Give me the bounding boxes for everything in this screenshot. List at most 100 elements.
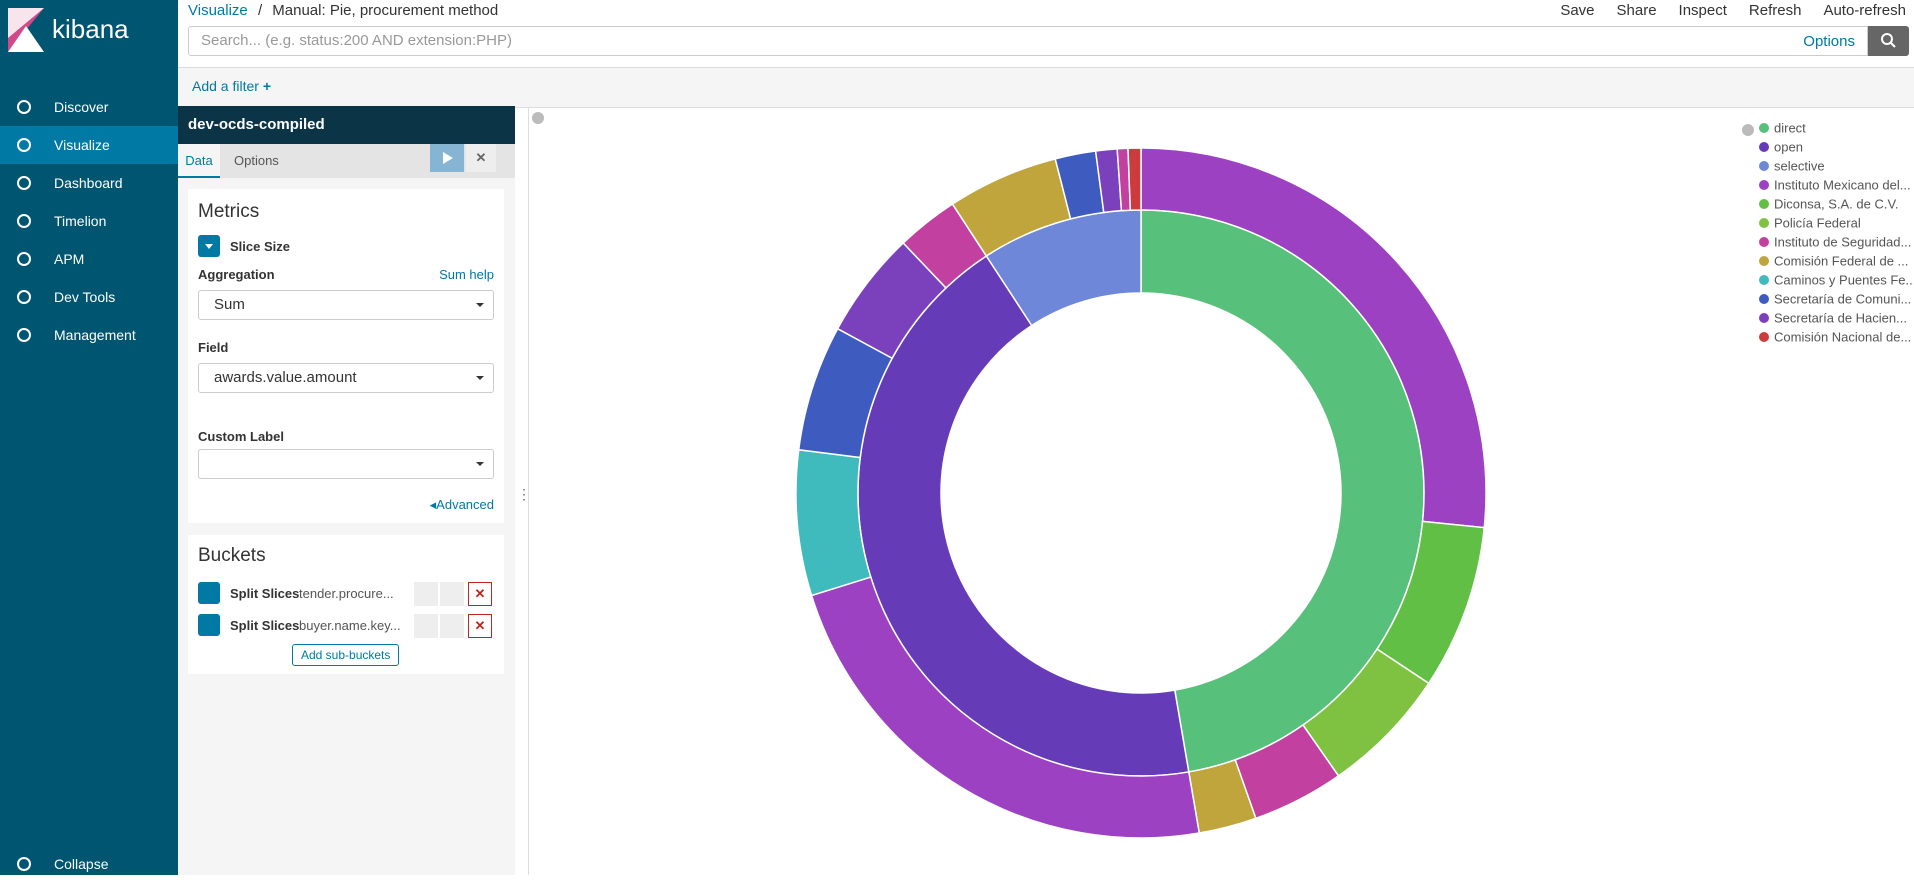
field-select[interactable]: awards.value.amount: [198, 363, 494, 393]
move-button[interactable]: [440, 614, 464, 638]
tab[interactable]: Options: [234, 153, 279, 168]
toggle[interactable]: [198, 582, 220, 604]
legend-marker: [1759, 180, 1769, 190]
nav-item[interactable]: Timelion: [0, 202, 178, 240]
chart: direct open selective Instituto Mexicano de…: [532, 112, 1914, 839]
nav-item[interactable]: Dev Tools: [0, 278, 178, 316]
menu-item[interactable]: Auto-refresh: [1823, 2, 1906, 19]
field-label: Field: [198, 340, 229, 355]
nav-item[interactable]: APM: [0, 240, 178, 278]
legend-label[interactable]: Instituto Mexicano del...: [1774, 178, 1911, 193]
toggle[interactable]: [198, 614, 220, 636]
logo-icon: [8, 8, 44, 52]
search-options[interactable]: Options: [1803, 33, 1855, 50]
editor-tabs: Data Options ✕: [178, 144, 515, 178]
apply-button[interactable]: [430, 144, 464, 172]
nav-icon: [17, 290, 31, 304]
menu-item[interactable]: Save: [1560, 2, 1595, 19]
buckets-card: Buckets Add sub-buckets Split Slices tend…: [188, 535, 504, 674]
nav-label: Dashboard: [54, 175, 123, 191]
bucket-label: Split Slices: [230, 586, 300, 601]
legend-label[interactable]: Policía Federal: [1774, 216, 1861, 231]
legend-label[interactable]: Instituto de Seguridad...: [1774, 235, 1911, 250]
tab[interactable]: Data: [178, 144, 220, 178]
add-sub-buckets[interactable]: Add sub-buckets: [292, 644, 400, 666]
pie-slice[interactable]: [1127, 147, 1142, 211]
legend-marker: [1759, 237, 1769, 247]
legend-label[interactable]: Caminos y Puentes Fe...: [1774, 273, 1914, 288]
breadcrumbs: Visualize / Manual: Pie, procurement met…: [188, 2, 498, 19]
legend-marker: [1759, 256, 1769, 266]
bucket-row: Split Slices buyer.name.key... ✕: [198, 614, 494, 638]
legend-marker: [1759, 199, 1769, 209]
metric-name: Slice Size: [230, 239, 290, 254]
toggle-button[interactable]: [414, 614, 438, 638]
move-button[interactable]: [440, 582, 464, 606]
legend-marker: [1759, 218, 1769, 228]
nav-label: APM: [54, 251, 85, 267]
nav-label: Visualize: [54, 137, 110, 153]
breadcrumb-separator: /: [257, 2, 263, 19]
field-label: Custom Label: [198, 429, 284, 444]
legend-marker: [1759, 123, 1769, 133]
legend-label[interactable]: Diconsa, S.A. de C.V.: [1774, 197, 1899, 212]
section-title: Buckets: [198, 545, 266, 566]
legend-marker: [1759, 313, 1769, 323]
help-link[interactable]: Sum help: [439, 267, 494, 282]
nav-label: Discover: [54, 99, 109, 115]
brand: kibana: [52, 14, 129, 44]
legend-label[interactable]: selective: [1774, 159, 1825, 174]
legend-marker: [1759, 332, 1769, 342]
remove-button[interactable]: ✕: [468, 582, 492, 606]
advanced-link[interactable]: ◂Advanced: [429, 497, 494, 512]
filter-bar: Add a filter +: [178, 67, 1914, 108]
add-filter[interactable]: Add a filter +: [192, 78, 272, 94]
custom-label-input[interactable]: [198, 449, 494, 479]
field-label: Aggregation: [198, 267, 275, 282]
legend-marker: [1759, 161, 1769, 171]
bucket-field: tender.procure...: [299, 586, 394, 601]
toggle-button[interactable]: [414, 582, 438, 606]
nav-item[interactable]: Management: [0, 316, 178, 354]
legend-marker: [1759, 275, 1769, 285]
legend-toggle[interactable]: [1742, 124, 1754, 136]
discard-button[interactable]: ✕: [466, 144, 496, 172]
resize-handle[interactable]: ⋮: [517, 486, 531, 502]
metrics-card: Metrics Slice Size Aggregation Sum help …: [188, 189, 504, 523]
remove-button[interactable]: ✕: [468, 614, 492, 638]
nav-icon: [17, 176, 31, 190]
search-placeholder: Search... (e.g. status:200 AND extension…: [201, 32, 512, 49]
legend-label[interactable]: Comisión Nacional de...: [1774, 330, 1911, 345]
top-menu: Save Share Inspect Refresh Auto-refresh: [1560, 2, 1906, 19]
search-button[interactable]: [1868, 26, 1909, 56]
nav-item[interactable]: Visualize: [0, 126, 178, 164]
nav-item[interactable]: Discover: [0, 88, 178, 126]
menu-item[interactable]: Inspect: [1678, 2, 1727, 19]
menu-item[interactable]: Share: [1616, 2, 1657, 19]
index-header: dev-ocds-compiled: [178, 106, 515, 144]
nav-label: Dev Tools: [54, 289, 116, 305]
collapse[interactable]: Collapse: [0, 845, 178, 883]
search-bar[interactable]: Search... (e.g. status:200 AND extension…: [188, 26, 1868, 56]
nav-label: Timelion: [54, 213, 107, 229]
bucket-row: Split Slices tender.procure... ✕: [198, 582, 494, 606]
toggle[interactable]: [198, 235, 220, 257]
aggregation-select[interactable]: Sum: [198, 290, 494, 320]
menu-item[interactable]: Refresh: [1748, 2, 1802, 19]
breadcrumb-current: Manual: Pie, procurement method: [272, 2, 499, 19]
breadcrumb-root[interactable]: Visualize: [188, 2, 248, 19]
splitter: [528, 107, 529, 875]
nav-icon: [17, 100, 31, 114]
section-title: Metrics: [198, 201, 260, 222]
nav-icon: [17, 252, 31, 266]
nav-item[interactable]: Dashboard: [0, 164, 178, 202]
legend-marker: [1759, 142, 1769, 152]
sidebar: kibana Discover Visualize Dashboard Timelio…: [0, 0, 178, 875]
legend-label[interactable]: Secretaría de Comuni...: [1774, 292, 1911, 307]
legend-label[interactable]: Secretaría de Hacien...: [1774, 311, 1907, 326]
nav-icon: [17, 328, 31, 342]
collapse-toggle[interactable]: [532, 112, 544, 124]
legend-label[interactable]: Comisión Federal de ...: [1774, 254, 1908, 269]
legend-label[interactable]: open: [1774, 140, 1803, 155]
legend-label[interactable]: direct: [1774, 121, 1806, 136]
